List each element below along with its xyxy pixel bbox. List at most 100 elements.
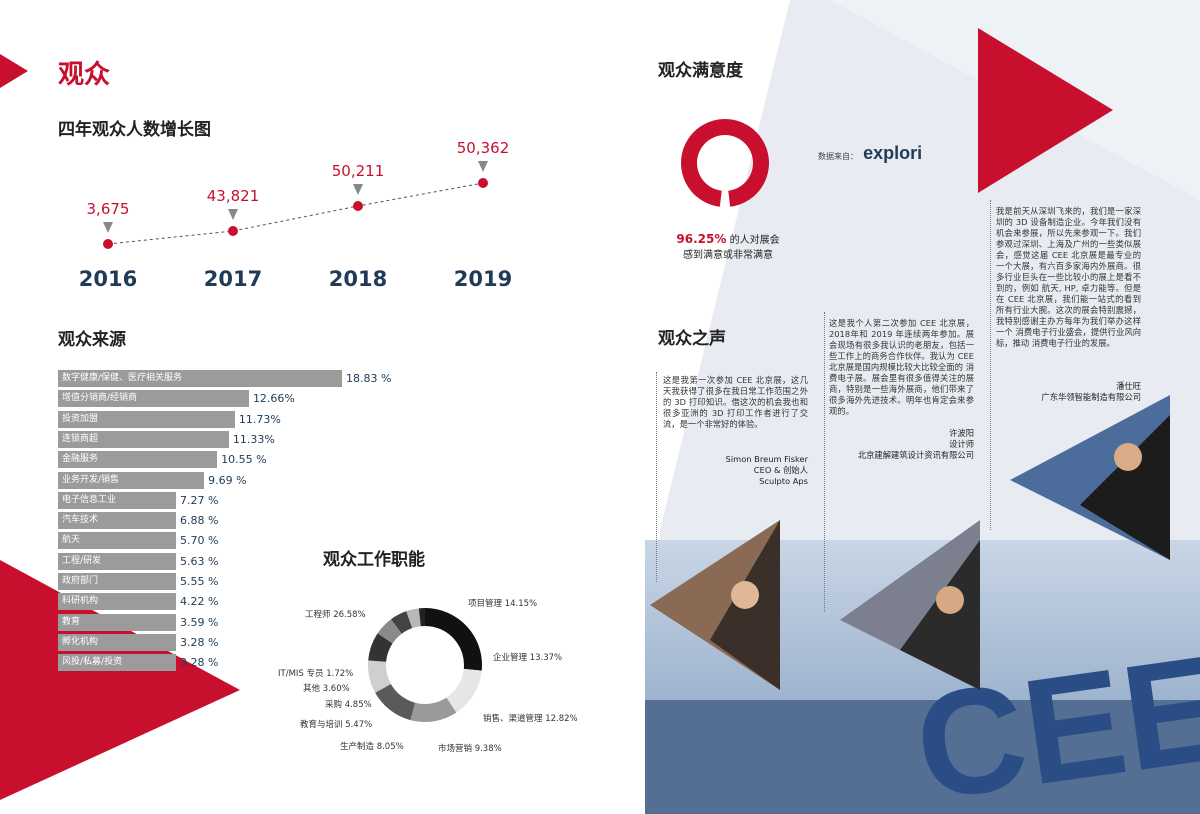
source-bar <box>58 491 176 509</box>
function-slice <box>446 668 482 713</box>
quote-divider-3 <box>990 200 991 530</box>
growth-value-label: 50,211 <box>332 162 385 180</box>
source-bar <box>58 593 176 611</box>
source-bar-label: 航天 <box>62 535 81 546</box>
quote-divider-2 <box>824 312 825 612</box>
source-bar-label: 工程/研发 <box>62 555 102 566</box>
source-bar-value: 5.70 % <box>180 534 219 548</box>
source-bar <box>58 430 229 448</box>
growth-value-label: 3,675 <box>87 200 130 218</box>
satisfaction-text-1: 的人对展会 <box>726 235 780 246</box>
red-corner-triangle-left <box>0 54 28 88</box>
function-slice <box>406 608 422 629</box>
growth-chart-title: 四年观众人数增长图 <box>58 120 211 140</box>
function-legend-label: 销售、渠道管理 12.82% <box>483 714 578 724</box>
growth-value-label: 50,362 <box>457 139 510 157</box>
source-bar <box>58 552 176 570</box>
quote-3-name: 潘仕旺 <box>1116 381 1141 391</box>
growth-year-label: 2017 <box>204 267 262 291</box>
voices-title: 观众之声 <box>658 329 726 349</box>
satisfaction-text-2: 感到满意或非常满意 <box>683 250 773 261</box>
source-bar <box>58 471 205 489</box>
quote-2-company: 北京建解建筑设计资讯有限公司 <box>857 450 974 460</box>
visitor-photo-2 <box>840 520 980 690</box>
source-bar-label: 金融服务 <box>62 454 99 465</box>
source-bar <box>58 573 176 590</box>
source-bar <box>58 410 235 428</box>
satisfaction-ring <box>681 119 769 207</box>
source-bar-label: 业务开发/销售 <box>62 474 120 485</box>
source-bar-value: 10.55 % <box>221 453 267 467</box>
growth-marker-icon <box>478 161 488 172</box>
function-legend-label: 采购 4.85% <box>325 700 372 710</box>
source-bar-label: 电子信息工业 <box>62 494 117 505</box>
satisfaction-percent: 96.25% <box>676 232 727 246</box>
growth-marker-icon <box>353 184 363 195</box>
growth-point <box>103 239 113 249</box>
growth-year-label: 2018 <box>329 267 387 291</box>
growth-marker-icon <box>103 222 113 233</box>
growth-point <box>353 201 363 211</box>
source-bar-value: 18.83 % <box>346 372 392 385</box>
source-bar-value: 5.55 % <box>180 575 219 588</box>
function-slice <box>410 697 457 722</box>
source-bar-value: 3.59 % <box>180 615 219 629</box>
function-slice <box>368 633 393 663</box>
function-slice <box>377 619 403 644</box>
source-bar-label: 教育 <box>62 616 81 627</box>
page-title: 观众 <box>58 60 111 90</box>
function-slice <box>391 611 413 634</box>
function-legend-label: IT/MIS 专员 1.72% <box>278 669 354 679</box>
source-bar <box>58 654 176 672</box>
data-source-label: 数据来自： <box>818 152 858 161</box>
function-legend-label: 生产制造 8.05% <box>340 742 404 752</box>
quote-1-role: CEO & 创始人 <box>753 465 808 475</box>
source-bar <box>58 512 176 530</box>
visitor-photo-1 <box>650 520 780 690</box>
function-slice <box>424 608 482 671</box>
source-bar-label: 投资加盟 <box>62 413 99 424</box>
function-legend-label: 市场营销 9.38% <box>438 744 502 754</box>
source-bar-label: 政府部门 <box>62 576 99 586</box>
source-bar-label: 孵化机构 <box>62 636 99 647</box>
growth-point <box>228 226 238 236</box>
source-bar-label: 增值分销商/经销商 <box>62 393 138 404</box>
source-bar <box>58 370 342 387</box>
source-bar-label: 连锁商超 <box>62 433 99 444</box>
source-bar-value: 7.27 % <box>180 493 219 507</box>
function-slice <box>375 683 416 721</box>
growth-year-label: 2019 <box>454 267 512 291</box>
source-bar-value: 12.66% <box>252 392 295 406</box>
sources-title: 观众来源 <box>58 330 126 350</box>
quote-2-role: 设计师 <box>949 439 974 449</box>
source-bar <box>58 451 218 469</box>
red-decoration-triangle-right <box>978 28 1113 193</box>
source-bar-value: 6.88 % <box>180 514 219 528</box>
function-legend-label: 教育与培训 5.47% <box>300 720 373 730</box>
function-legend-label: 企业管理 13.37% <box>493 653 563 663</box>
growth-line <box>107 182 484 245</box>
source-bar-label: 汽车技术 <box>62 515 99 526</box>
growth-value-label: 43,821 <box>207 187 260 205</box>
functions-title: 观众工作职能 <box>323 550 425 570</box>
source-bar-value: 4.22 % <box>180 595 219 609</box>
visitor-photo-3 <box>1010 395 1170 560</box>
source-bar-label: 数字健康/保健、医疗相关服务 <box>62 373 183 383</box>
quote-divider-1 <box>656 372 657 582</box>
quote-1-text: 这是我第一次参加 CEE 北京展，这几天我获得了很多在我日常工作范围之外的 3D… <box>663 375 808 429</box>
satisfaction-arc <box>681 119 769 207</box>
source-bar-value: 3.28 % <box>180 656 219 670</box>
source-bar-value: 5.63 % <box>180 554 219 568</box>
source-bar <box>58 532 176 550</box>
quote-2-text: 这是我个人第二次参加 CEE 北京展，2018年和 2019 年连续两年参加。展… <box>829 318 974 416</box>
source-bar <box>58 613 176 631</box>
growth-marker-icon <box>228 209 238 220</box>
data-source: 数据来自： explori <box>818 143 922 164</box>
functions-donut-chart <box>368 608 482 722</box>
source-bar-label: 科研机构 <box>62 596 99 607</box>
source-bar-value: 9.69 % <box>208 473 247 487</box>
quote-3-company: 广东华领智能制造有限公司 <box>1041 392 1141 402</box>
function-legend-label: 项目管理 14.15% <box>468 599 538 609</box>
source-bar <box>58 390 249 408</box>
function-legend-label: 其他 3.60% <box>303 684 350 694</box>
